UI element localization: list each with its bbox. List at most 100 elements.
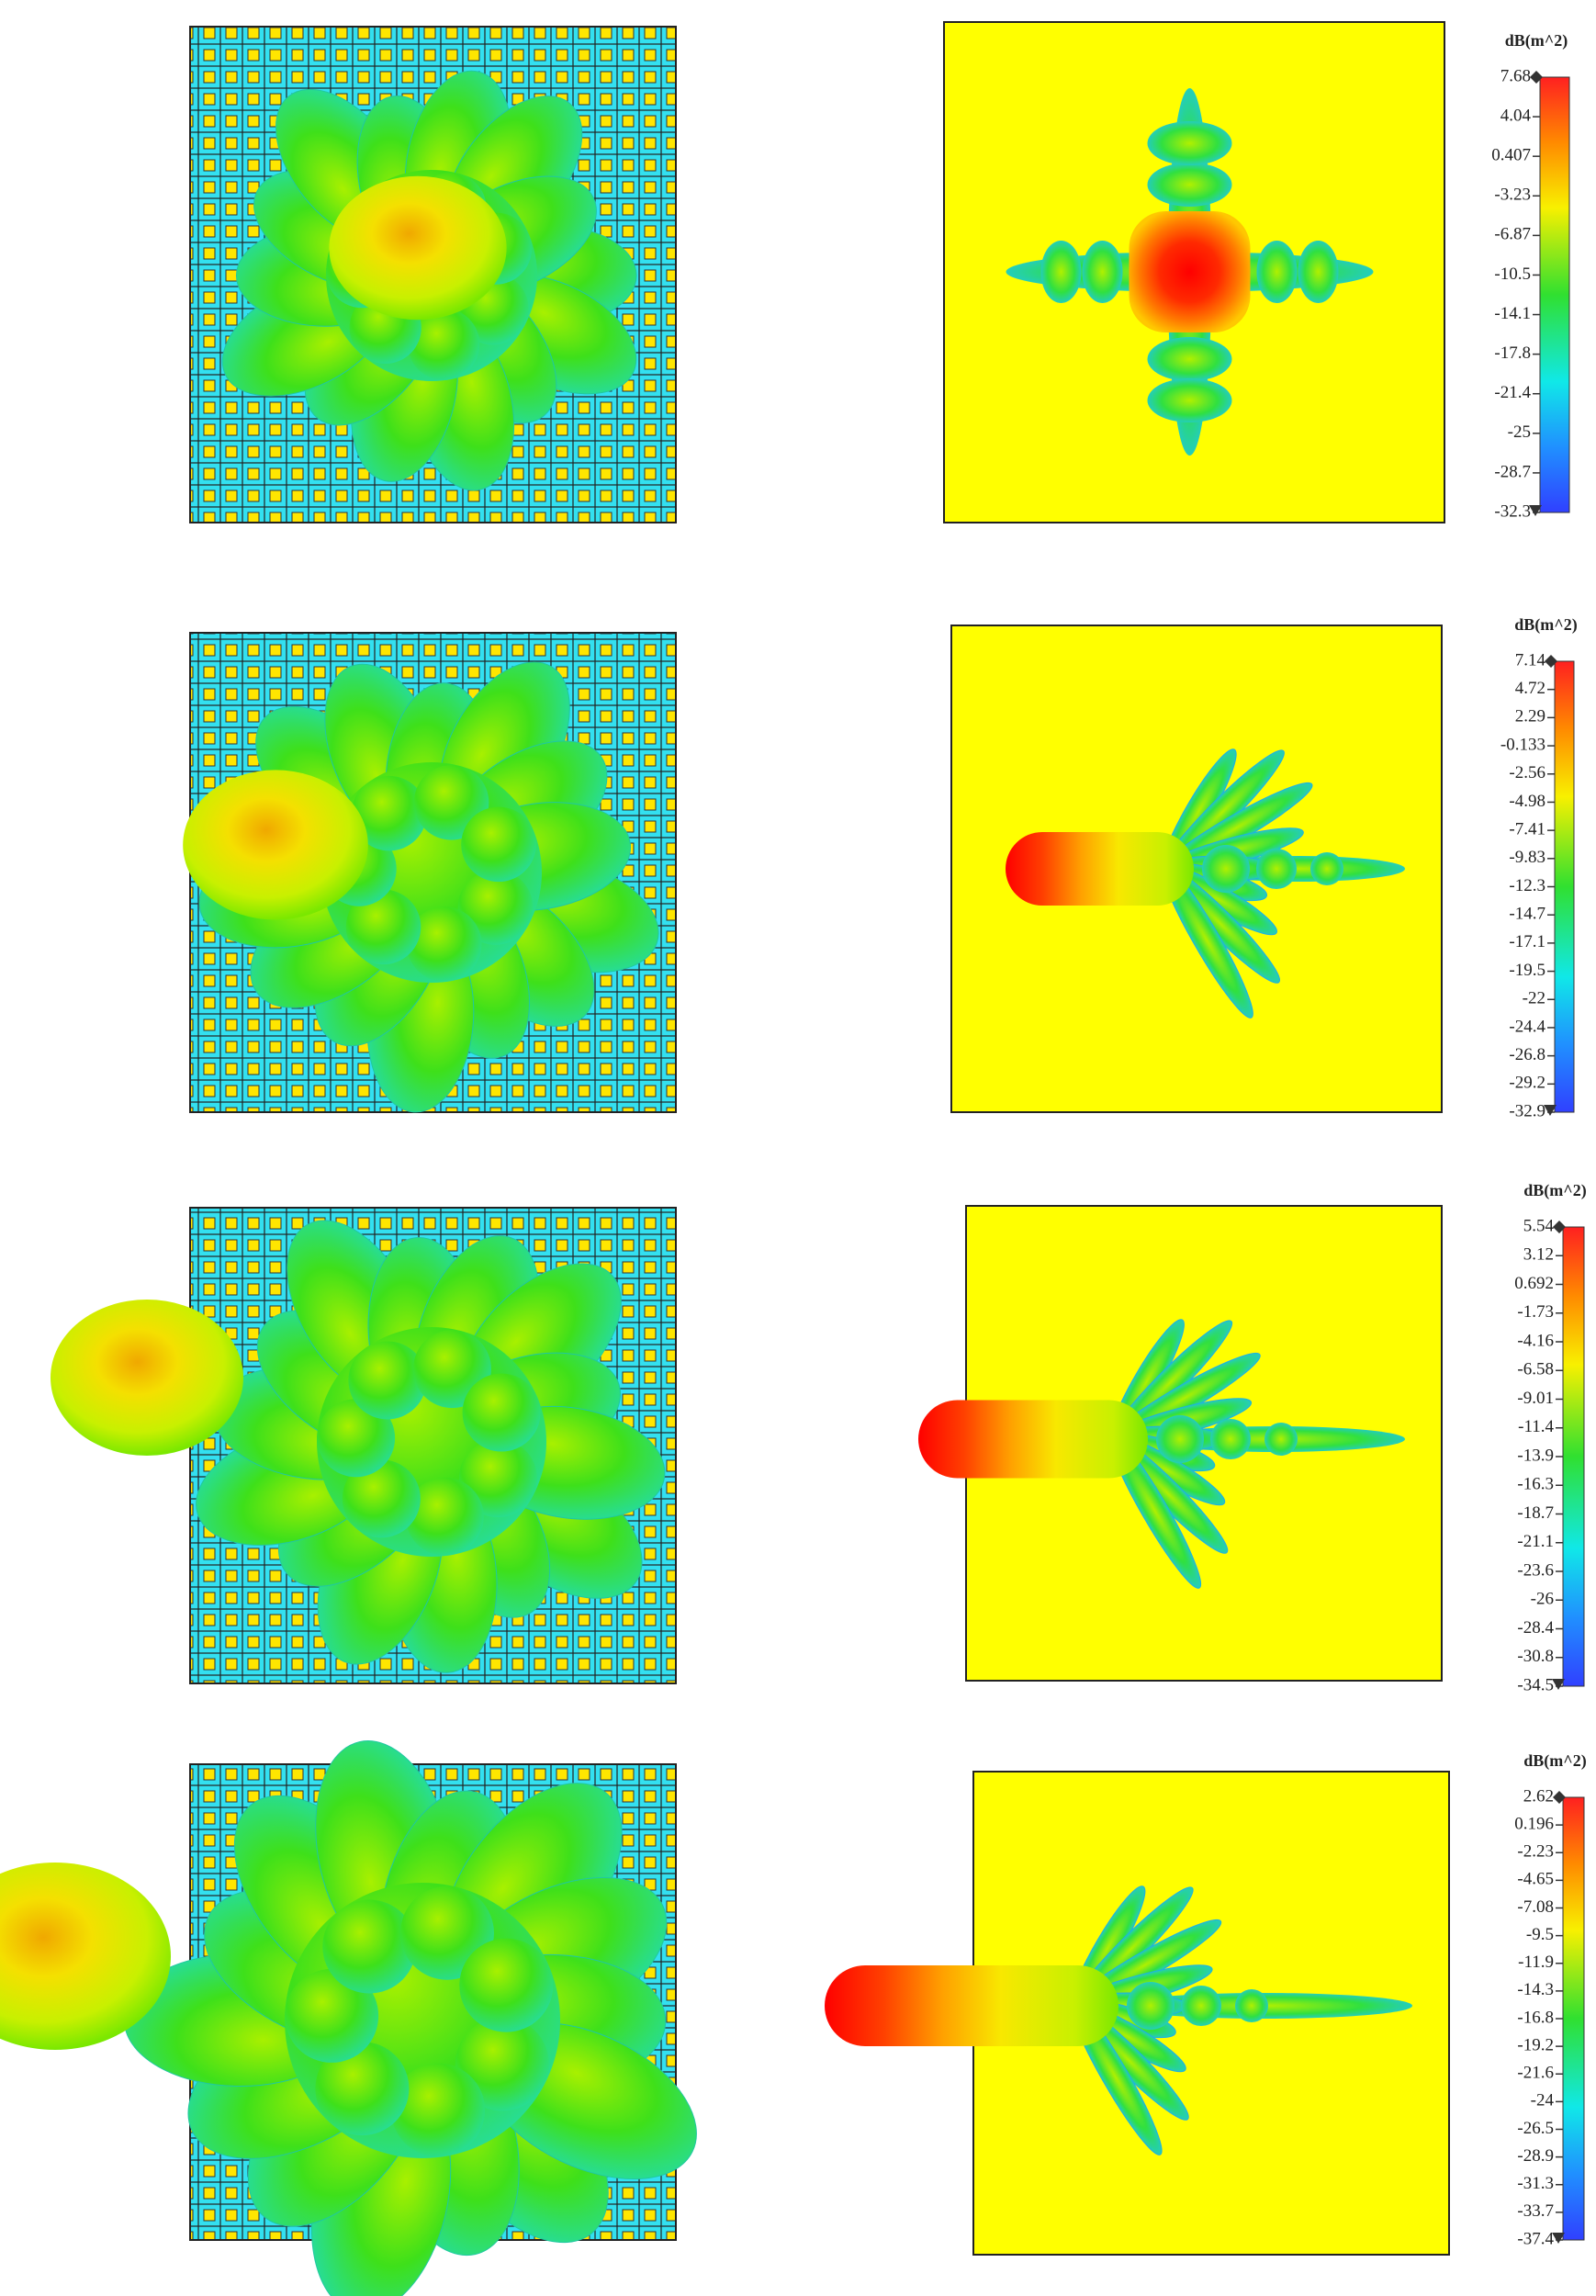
colorbar-tick-label: -24 bbox=[1531, 2091, 1555, 2110]
colorbar-tick-label: -30.8 bbox=[1517, 1647, 1554, 1666]
colorbar-tick-label: 2.62 bbox=[1523, 1786, 1554, 1806]
colorbar-tick-label: 7.14 bbox=[1515, 650, 1546, 670]
colorbar-tick-label: 4.72 bbox=[1515, 679, 1545, 698]
colorbar-tick-label: -17.1 bbox=[1509, 932, 1545, 951]
colorbar-tick-label: -22 bbox=[1523, 989, 1545, 1008]
colorbar-tick-label: -10.5 bbox=[1494, 264, 1531, 284]
colorbar-tick-label: -21.6 bbox=[1517, 2064, 1554, 2083]
panel-row: dB(m^2) 2.62 0.196 -2.23 -4.65 -7.08 -9.5 -11.9… bbox=[0, 1740, 1587, 2296]
colorbar-tick-label: -28.9 bbox=[1517, 2146, 1554, 2166]
pattern-bump bbox=[317, 1399, 396, 1478]
pattern-bump bbox=[352, 775, 427, 851]
colorbar-tick-label: -34.5 bbox=[1517, 1675, 1554, 1694]
colorbar-tick-label: 0.692 bbox=[1514, 1274, 1554, 1293]
pattern-bump bbox=[461, 806, 536, 883]
colorbar-tick-label: -37.4 bbox=[1517, 2229, 1554, 2248]
colorbar-tick-label: 2.29 bbox=[1515, 707, 1545, 726]
side-blob bbox=[1264, 1423, 1298, 1456]
colorbar-title: dB(m^2) bbox=[1523, 1751, 1586, 1771]
colorbar-tick-label: -13.9 bbox=[1517, 1446, 1554, 1465]
colorbar-marker bbox=[1552, 1679, 1565, 1690]
side-blob bbox=[1256, 849, 1297, 889]
colorbar bbox=[1562, 1226, 1585, 1687]
colorbar-tick-label: -4.16 bbox=[1517, 1331, 1554, 1350]
colorbar-tick-label: -9.5 bbox=[1526, 1925, 1554, 1944]
colorbar-tick-label: -12.3 bbox=[1509, 876, 1545, 895]
side-lobe bbox=[1040, 241, 1082, 303]
colorbar-title: dB(m^2) bbox=[1523, 1181, 1586, 1200]
main-lobe bbox=[1006, 832, 1194, 906]
colorbar-tick-label: 0.407 bbox=[1491, 146, 1531, 165]
side-blob bbox=[1156, 1415, 1204, 1463]
pattern-hotspot bbox=[183, 770, 368, 920]
pattern-hotspot bbox=[329, 175, 507, 321]
colorbar-tick-label: -3.23 bbox=[1494, 186, 1531, 205]
colorbar-tick-label: -6.58 bbox=[1517, 1360, 1554, 1379]
colorbar-tick-label: -25 bbox=[1508, 422, 1531, 442]
colorbar-tick-label: -14.3 bbox=[1517, 1980, 1554, 1999]
pattern-bump bbox=[459, 1938, 554, 2032]
colorbar-tick-label: -23.6 bbox=[1517, 1560, 1554, 1580]
pattern-bump bbox=[407, 308, 480, 380]
colorbar-marker bbox=[1553, 1791, 1566, 1804]
colorbar-tick-label: -26 bbox=[1531, 1590, 1554, 1609]
side-blob bbox=[1127, 1982, 1175, 2030]
pattern-bump bbox=[462, 1373, 541, 1452]
pattern-hotspot bbox=[0, 1863, 171, 2050]
colorbar-tick-label: -26.5 bbox=[1517, 2119, 1554, 2138]
pattern-bump bbox=[406, 906, 482, 982]
main-lobe bbox=[825, 1965, 1118, 2046]
colorbar-tick-label: -11.4 bbox=[1518, 1417, 1554, 1436]
colorbar-tick-label: -28.7 bbox=[1494, 462, 1531, 481]
side-lobe bbox=[1082, 241, 1123, 303]
pattern-bump bbox=[285, 1968, 379, 2063]
side-lobe bbox=[1256, 241, 1298, 303]
pattern-bump bbox=[342, 1459, 421, 1538]
colorbar-tick-label: -2.23 bbox=[1517, 1842, 1554, 1862]
pattern-bump bbox=[315, 2042, 410, 2136]
colorbar-tick-label: -21.1 bbox=[1517, 1532, 1554, 1551]
pattern-bump bbox=[348, 1341, 427, 1420]
colorbar-tick-label: -17.8 bbox=[1494, 343, 1531, 363]
colorbar-tick-label: -14.1 bbox=[1494, 304, 1531, 323]
pattern-hotspot bbox=[51, 1300, 243, 1456]
side-lobe bbox=[1147, 121, 1232, 165]
panel-row: dB(m^2) 7.68 4.04 0.407 -3.23 -6.87 -10.5 -14.1… bbox=[189, 21, 1570, 523]
colorbar-marker bbox=[1530, 71, 1543, 84]
pattern-bump bbox=[391, 2063, 486, 2157]
side-blob bbox=[1235, 1989, 1268, 2022]
colorbar-tick-label: -21.4 bbox=[1494, 383, 1531, 402]
colorbar-marker bbox=[1552, 2233, 1565, 2244]
colorbar-marker bbox=[1553, 1221, 1566, 1233]
colorbar-tick-label: -19.2 bbox=[1517, 2035, 1554, 2054]
colorbar-tick-label: 3.12 bbox=[1523, 1245, 1554, 1265]
colorbar-marker bbox=[1544, 1105, 1557, 1116]
panel-row: dB(m^2) 5.54 3.12 0.692 -1.73 -4.16 -6.58 -9.01… bbox=[51, 1181, 1587, 1694]
colorbar-tick-label: -28.4 bbox=[1517, 1618, 1554, 1638]
pattern-bump bbox=[405, 1477, 484, 1556]
colorbar-tick-label: -9.01 bbox=[1517, 1389, 1554, 1408]
colorbar-marker bbox=[1545, 655, 1557, 668]
colorbar-tick-label: -7.08 bbox=[1517, 1897, 1554, 1917]
side-lobe bbox=[1147, 337, 1232, 381]
side-blob bbox=[1310, 852, 1343, 885]
colorbar bbox=[1562, 1796, 1585, 2241]
colorbar-tick-label: -2.56 bbox=[1509, 763, 1545, 782]
colorbar-tick-label: -16.8 bbox=[1517, 2008, 1554, 2027]
colorbar-tick-label: -0.133 bbox=[1500, 735, 1545, 754]
colorbar-tick-label: -14.7 bbox=[1509, 905, 1545, 924]
colorbar-tick-label: 7.68 bbox=[1500, 66, 1531, 85]
colorbar-tick-label: -26.8 bbox=[1509, 1045, 1545, 1064]
colorbar-tick-label: 4.04 bbox=[1500, 106, 1532, 125]
colorbar bbox=[1539, 76, 1570, 513]
colorbar-tick-label: -29.2 bbox=[1509, 1074, 1545, 1093]
colorbar-tick-label: -4.65 bbox=[1517, 1870, 1554, 1889]
colorbar-tick-label: 0.196 bbox=[1514, 1814, 1554, 1833]
panel-row: dB(m^2) 7.14 4.72 2.29 -0.133 -2.56 -4.98 -7.41… bbox=[183, 615, 1578, 1120]
side-blob bbox=[1181, 1986, 1221, 2026]
colorbar-tick-label: -19.5 bbox=[1509, 961, 1545, 980]
colorbar-tick-label: -4.98 bbox=[1509, 792, 1545, 811]
